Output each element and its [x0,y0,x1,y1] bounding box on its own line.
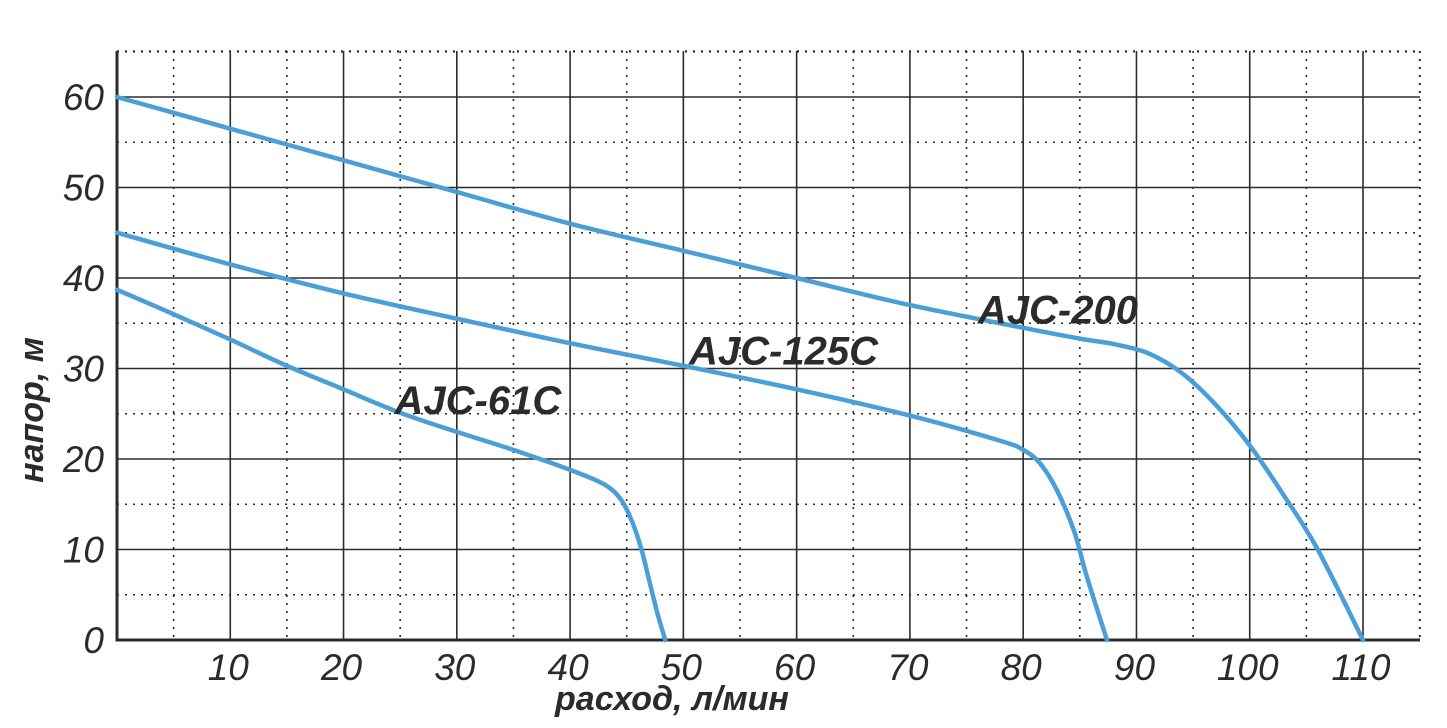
x-axis-title: расход, л/мин [554,680,789,718]
x-tick-label: 60 [774,647,816,688]
x-tick-label: 80 [1001,647,1043,688]
grid [117,50,1421,640]
series-label-ajc-200: AJC-200 [977,289,1138,333]
x-tick-label: 10 [208,647,250,688]
x-tick-label: 70 [887,647,929,688]
y-axis-title: напор, м [13,337,51,483]
y-tick-label: 60 [63,77,105,118]
x-tick-label: 20 [320,647,363,688]
y-tick-label: 10 [63,530,105,571]
y-tick-label: 20 [62,439,105,480]
y-tick-label: 50 [63,168,105,209]
x-tick-label: 50 [661,647,703,688]
axes [115,51,1420,642]
series-labels: AJC-200 AJC-125C AJC-61C [394,289,1138,424]
y-tick-label: 30 [63,349,105,390]
series-line-ajc-61c [114,287,668,643]
y-tick-label: 0 [83,620,104,661]
x-tick-labels: 10 20 30 40 50 60 70 80 90 100 110 [208,647,1391,688]
x-tick-label: 30 [434,647,476,688]
series-line-ajc-125c [114,230,1110,643]
x-tick-label: 40 [548,647,590,688]
series-label-ajc-61c: AJC-61C [394,379,563,423]
x-tick-label: 110 [1332,647,1391,688]
series-label-ajc-125c: AJC-125C [688,329,879,373]
series-curves [114,94,1366,643]
x-tick-label: 100 [1217,647,1279,688]
x-tick-label: 90 [1114,647,1156,688]
series-line-ajc-200 [114,94,1366,643]
y-tick-label: 40 [63,258,105,299]
y-tick-labels: 0 10 20 30 40 50 60 [62,77,105,661]
